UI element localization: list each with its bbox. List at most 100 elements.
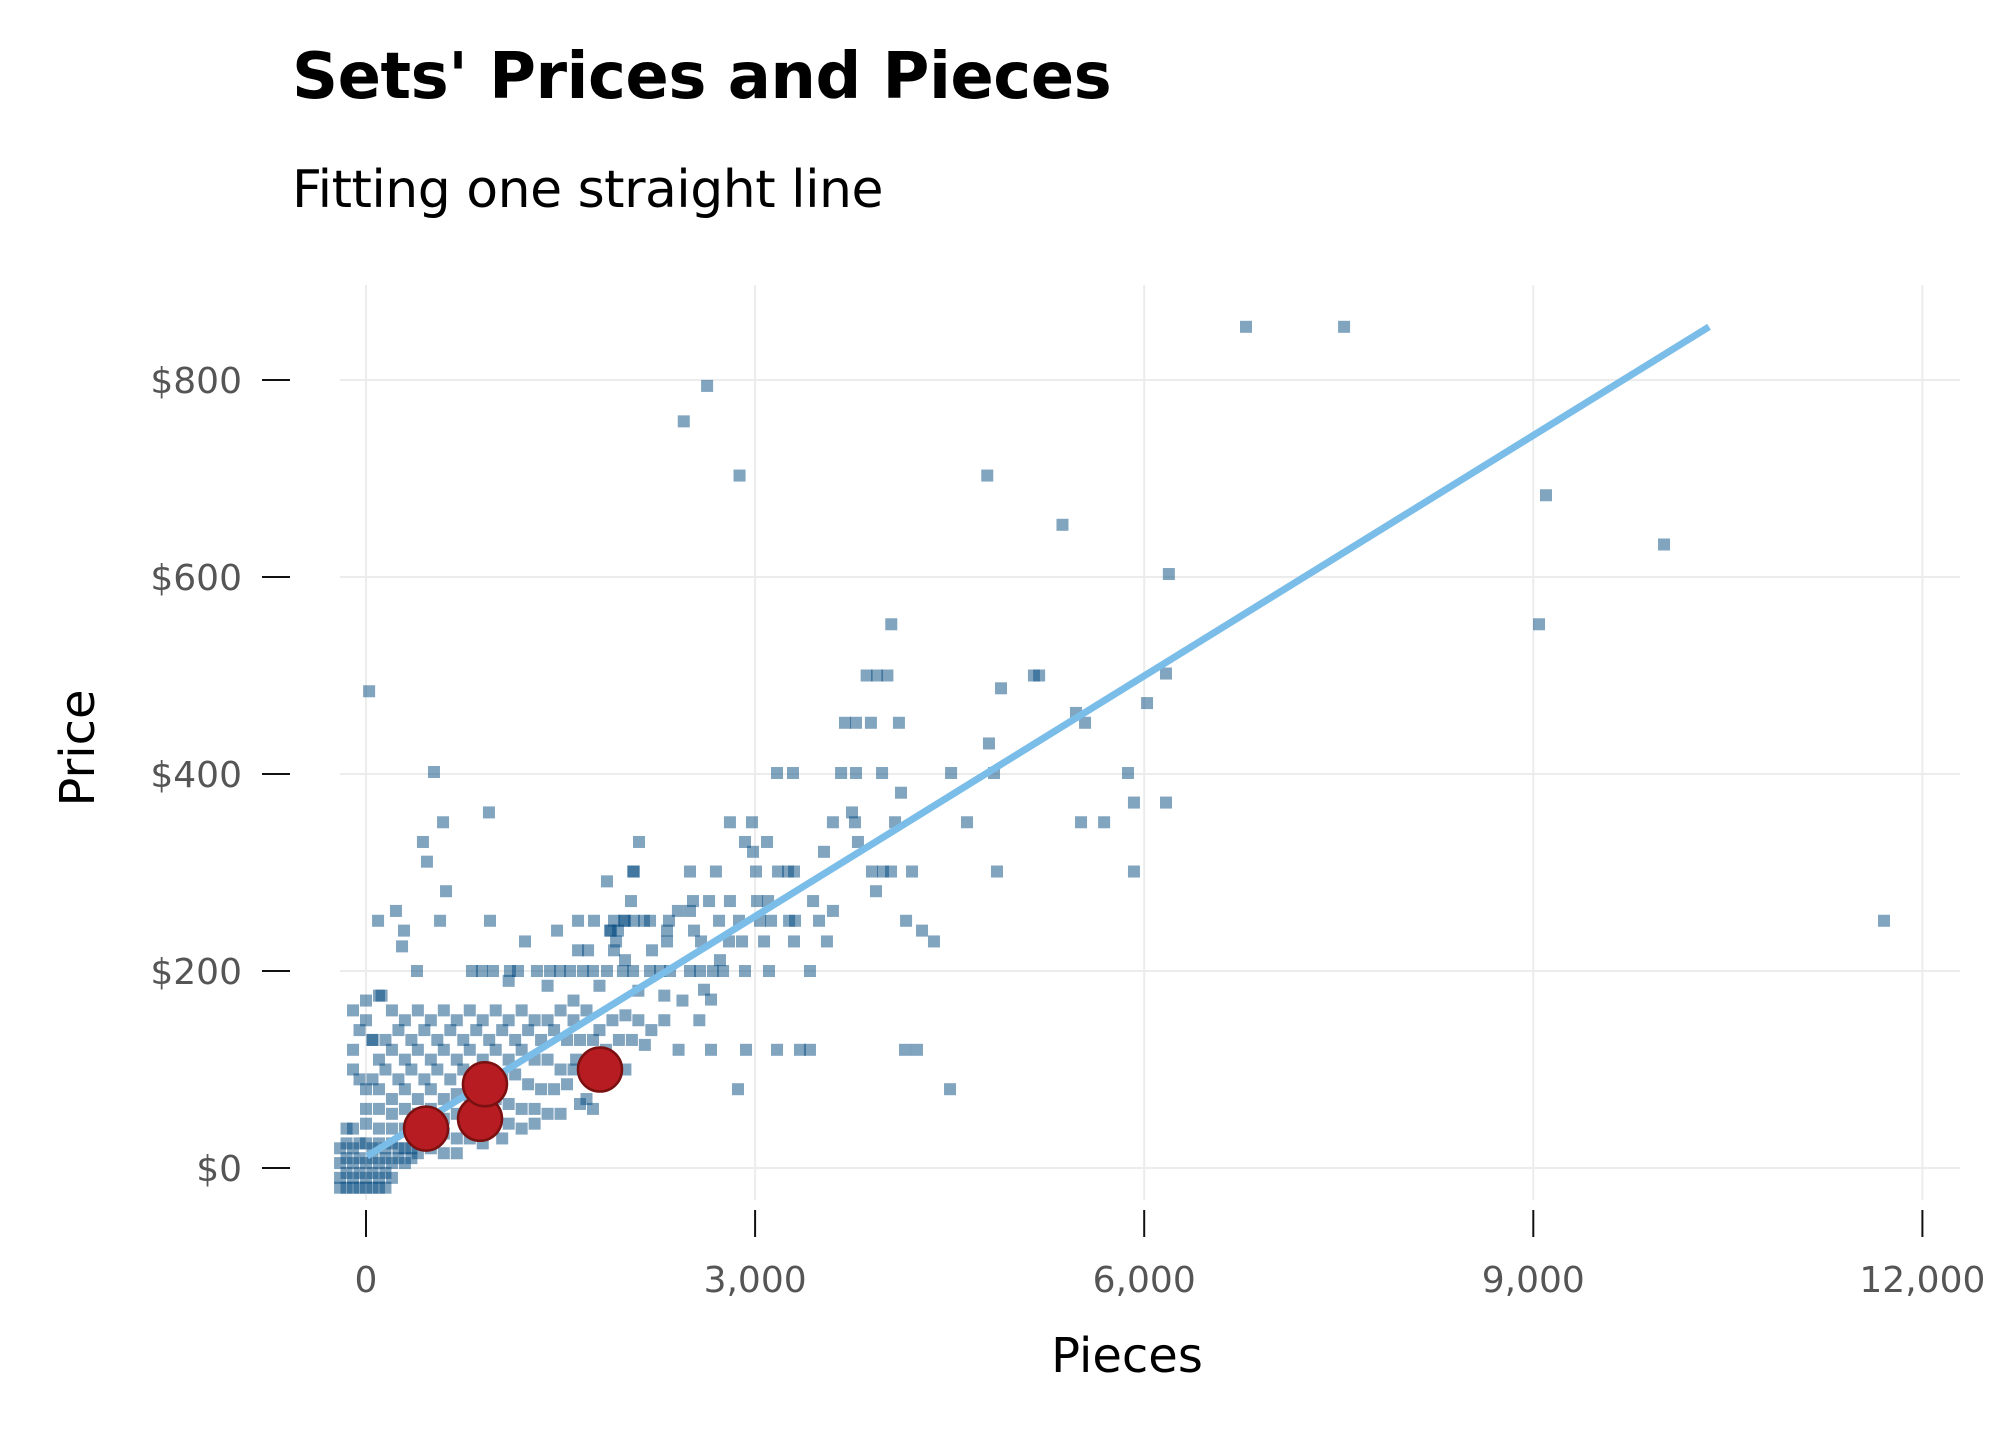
data-point xyxy=(683,865,696,878)
data-point xyxy=(658,989,671,1002)
data-point xyxy=(869,885,882,898)
data-point xyxy=(392,1024,405,1037)
data-point xyxy=(1540,489,1553,502)
data-point xyxy=(385,1093,398,1106)
data-point xyxy=(607,944,620,957)
data-point xyxy=(561,1078,574,1091)
data-point xyxy=(906,865,919,878)
data-point xyxy=(1159,796,1172,809)
data-point xyxy=(713,954,726,967)
data-point xyxy=(1240,320,1253,333)
x-tick-label: 0 xyxy=(355,1260,378,1301)
data-point xyxy=(437,1147,450,1160)
data-point xyxy=(848,816,861,829)
data-point xyxy=(793,1043,806,1056)
data-point xyxy=(372,1102,385,1115)
data-point xyxy=(398,1014,411,1027)
x-tick-label: 6,000 xyxy=(1093,1260,1196,1301)
data-point xyxy=(835,767,848,780)
data-point xyxy=(850,767,863,780)
data-point xyxy=(771,1043,784,1056)
data-point xyxy=(885,618,898,631)
data-point xyxy=(600,875,613,888)
data-point xyxy=(483,914,496,927)
data-point xyxy=(398,1083,411,1096)
data-point xyxy=(554,965,567,977)
data-point xyxy=(450,1053,463,1066)
data-point xyxy=(496,1132,509,1145)
data-point xyxy=(717,965,730,977)
data-point xyxy=(457,1033,470,1046)
data-point xyxy=(502,1014,515,1027)
data-point xyxy=(607,914,620,927)
data-point xyxy=(424,1083,437,1096)
data-point xyxy=(522,1024,535,1037)
data-point xyxy=(761,835,774,848)
data-point xyxy=(1162,568,1175,581)
data-point xyxy=(762,965,775,977)
data-point xyxy=(1098,816,1111,829)
data-point xyxy=(396,940,409,953)
data-point xyxy=(379,1063,392,1076)
data-point xyxy=(515,1004,528,1017)
data-point xyxy=(515,1043,528,1056)
data-point xyxy=(509,1068,522,1081)
data-point xyxy=(723,935,736,948)
data-point xyxy=(431,1063,444,1076)
data-point xyxy=(644,965,657,977)
data-point xyxy=(482,806,495,819)
data-point xyxy=(661,924,674,937)
data-point xyxy=(572,914,585,927)
data-point xyxy=(463,1043,476,1056)
fit-line-group xyxy=(365,323,1711,1160)
data-point xyxy=(360,1083,372,1096)
data-point xyxy=(586,1033,599,1046)
data-point xyxy=(1878,914,1891,927)
data-point xyxy=(723,895,736,908)
data-point xyxy=(624,895,637,908)
data-point xyxy=(697,983,710,996)
x-axis-title: Pieces xyxy=(1051,1328,1203,1384)
data-point xyxy=(515,1122,528,1135)
data-point xyxy=(676,994,689,1007)
data-point xyxy=(434,914,447,927)
data-point xyxy=(476,1014,489,1027)
data-point xyxy=(600,965,613,977)
data-point xyxy=(450,1132,463,1145)
data-point xyxy=(661,935,674,948)
data-point xyxy=(347,1063,360,1076)
y-tick-label: $0 xyxy=(196,1149,242,1190)
data-point xyxy=(420,855,433,868)
data-point xyxy=(588,914,601,927)
data-point xyxy=(353,1024,366,1037)
data-point xyxy=(347,1004,360,1017)
data-point xyxy=(900,914,913,927)
data-point xyxy=(709,865,722,878)
data-point xyxy=(544,965,557,977)
data-point xyxy=(740,1043,753,1056)
y-tick-label: $600 xyxy=(150,558,242,599)
data-point xyxy=(567,994,580,1007)
data-point xyxy=(677,415,690,428)
grid-lines xyxy=(340,285,1960,1200)
data-point xyxy=(1127,865,1140,878)
data-point xyxy=(444,1024,457,1037)
data-point xyxy=(405,1033,418,1046)
data-point xyxy=(895,786,908,799)
x-tick-label: 3,000 xyxy=(704,1260,807,1301)
data-point xyxy=(750,865,763,878)
y-axis-title: Price xyxy=(50,689,106,806)
data-point xyxy=(693,1014,706,1027)
data-point xyxy=(860,669,873,682)
data-point xyxy=(502,1097,515,1110)
data-point xyxy=(360,1014,372,1027)
data-point xyxy=(502,1117,515,1130)
data-point xyxy=(580,1004,593,1017)
data-point xyxy=(881,669,894,682)
data-point xyxy=(747,845,760,858)
data-point xyxy=(548,1024,561,1037)
data-point xyxy=(1079,716,1092,729)
data-point xyxy=(1075,816,1088,829)
data-point xyxy=(541,979,554,992)
